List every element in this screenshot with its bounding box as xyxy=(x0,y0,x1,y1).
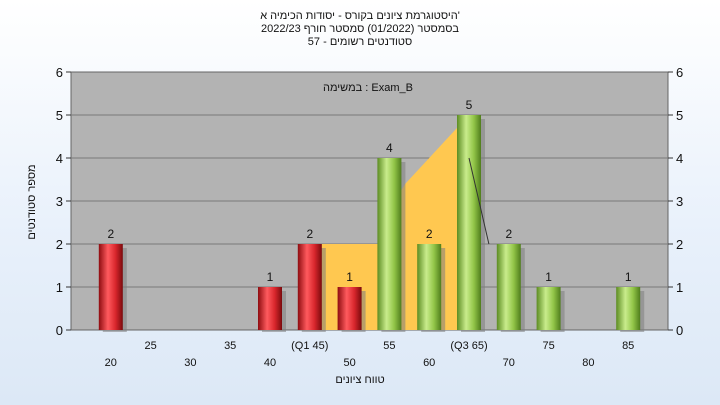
bar-value-label: 1 xyxy=(346,270,353,284)
y-tick-label-right: 1 xyxy=(676,280,683,295)
y-tick-label: 1 xyxy=(56,280,63,295)
bar xyxy=(377,158,402,330)
bar-value-label: 2 xyxy=(306,227,313,241)
y-tick-label: 4 xyxy=(56,151,63,166)
bar-value-label: 5 xyxy=(466,98,473,112)
median-line-segment xyxy=(468,157,490,245)
x-tick-label: 25 xyxy=(144,340,156,352)
x-tick-label: 80 xyxy=(582,357,594,369)
bar xyxy=(536,287,561,330)
x-tick-label: (Q1 45) xyxy=(291,340,328,352)
y-tick-label-right: 3 xyxy=(676,194,683,209)
x-tick-label: 55 xyxy=(383,340,395,352)
chart-title-line-3: 57 - סטודנטים רשומים xyxy=(307,36,413,48)
x-tick-label: 85 xyxy=(622,340,634,352)
y-tick-label: 2 xyxy=(56,237,63,252)
chart-title: היסטוגרמת ציונים בקורס - יסודות הכימיה א… xyxy=(0,10,720,49)
bar xyxy=(496,244,521,330)
bar xyxy=(616,287,641,330)
y-axis-label: מספר סטודנטים xyxy=(26,164,38,240)
x-axis-ticks: 25 35 (Q1 45) 55 (Q3 65) 75 85 20 30 40 50 60 70 80 xyxy=(105,340,635,369)
y-axis-ticks: 0 0 1 1 2 2 3 3 4 4 5 5 6 6 xyxy=(56,65,683,338)
y-tick-label-right: 5 xyxy=(676,108,683,123)
bar xyxy=(258,287,282,330)
y-tick-label-right: 4 xyxy=(676,151,683,166)
y-tick-label: 0 xyxy=(56,323,63,338)
bars xyxy=(98,115,641,330)
chart-title-line-1: היסטוגרמת ציונים בקורס - יסודות הכימיה א… xyxy=(260,10,460,22)
x-axis-label: טווח ציונים xyxy=(335,374,385,386)
y-tick-label: 5 xyxy=(56,108,63,123)
x-tick-label: 20 xyxy=(105,357,117,369)
y-tick-label-right: 2 xyxy=(676,237,683,252)
chart-title-line-2: בסמסטר (01/2022) סמסטר חורף 2022/23 xyxy=(260,23,460,35)
x-tick-label: (Q3 65) xyxy=(450,340,487,352)
bar-value-label: 1 xyxy=(545,270,552,284)
x-tick-label: 60 xyxy=(423,357,435,369)
bar xyxy=(457,115,481,330)
bar-value-label: 4 xyxy=(386,141,393,155)
y-tick-label-right: 6 xyxy=(676,65,683,80)
bar xyxy=(337,287,362,330)
bar-value-label: 2 xyxy=(505,227,512,241)
bar-value-label: 2 xyxy=(426,227,433,241)
x-tick-label: 70 xyxy=(503,357,515,369)
bar xyxy=(98,244,123,330)
y-tick-label: 6 xyxy=(56,65,63,80)
bar xyxy=(417,244,442,330)
bar xyxy=(297,244,322,330)
task-annotation: במשימה : Exam_B xyxy=(323,82,413,94)
bar-value-label: 2 xyxy=(107,227,114,241)
x-tick-label: 40 xyxy=(264,357,276,369)
y-tick-label-right: 0 xyxy=(676,323,683,338)
x-tick-label: 75 xyxy=(542,340,554,352)
bar-value-labels: 2 1 2 1 4 2 5 2 1 1 xyxy=(107,98,631,284)
y-tick-label: 3 xyxy=(56,194,63,209)
x-tick-label: 30 xyxy=(184,357,196,369)
median-line xyxy=(468,157,490,245)
x-tick-label: 35 xyxy=(224,340,236,352)
bar-value-label: 1 xyxy=(625,270,632,284)
x-tick-label: 50 xyxy=(343,357,355,369)
bar-value-label: 1 xyxy=(267,270,274,284)
